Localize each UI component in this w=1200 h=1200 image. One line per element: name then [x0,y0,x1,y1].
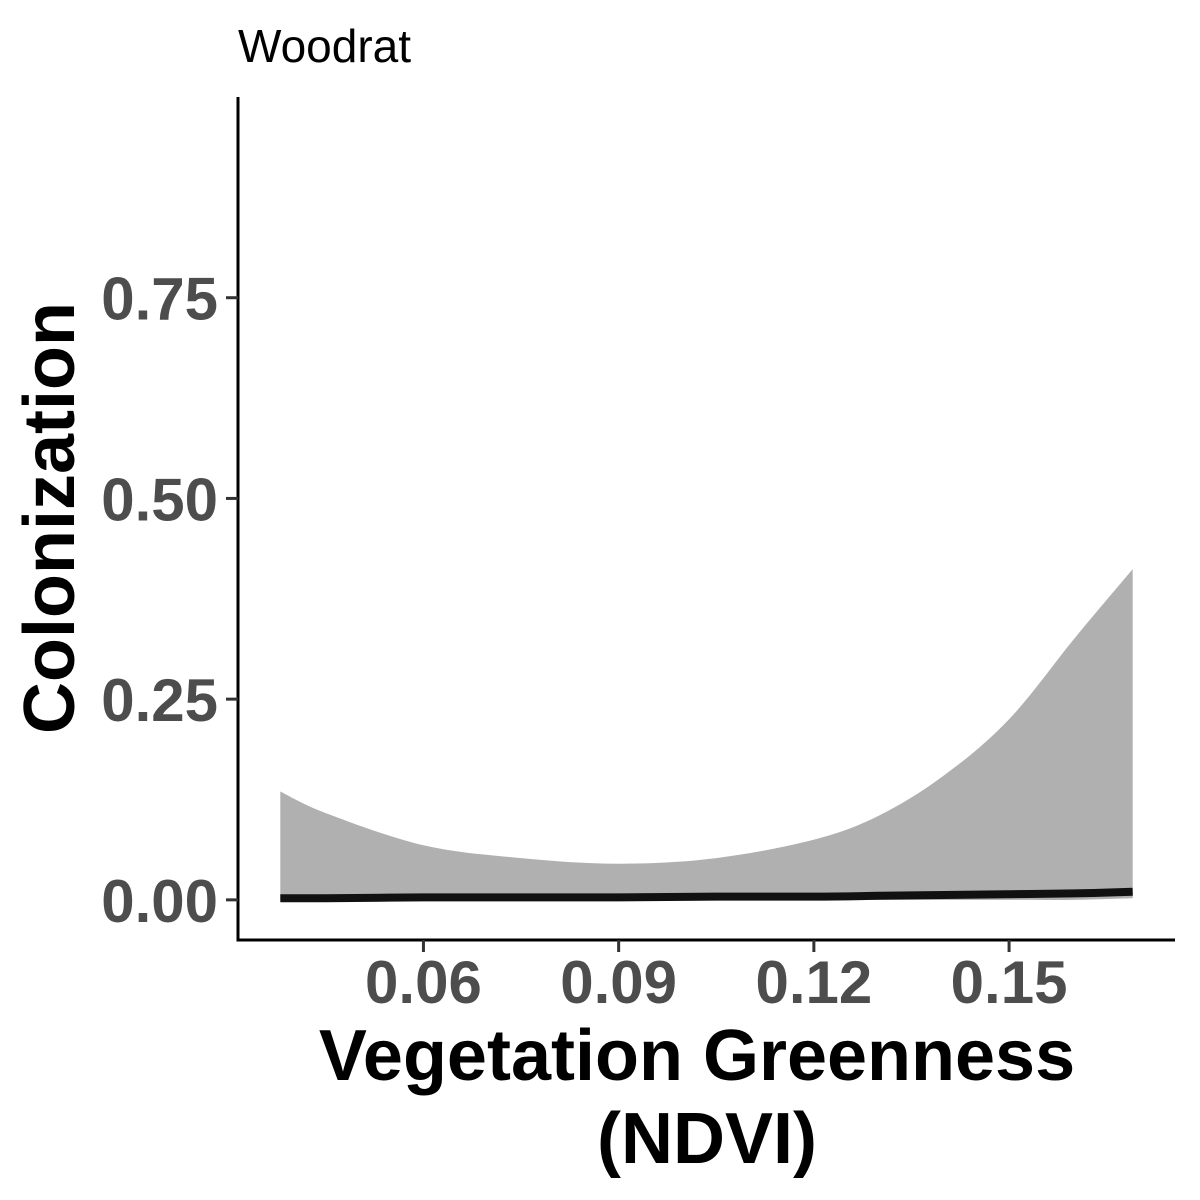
chart-title: Woodrat [238,20,411,72]
x-axis-title-line-2: (NDVI) [597,1099,817,1179]
fitted-line [280,887,1133,903]
y-tick-label: 0.50 [101,466,218,533]
x-axis-title-line-1: Vegetation Greenness [319,1016,1075,1096]
axes: 0.06 0.09 0.12 0.15 0.00 0.25 0.50 0.75 [101,97,1175,1016]
x-tick-label: 0.09 [560,949,677,1016]
y-tick-label: 0.00 [101,868,218,935]
y-axis-title: Colonization [10,302,90,734]
x-tick-label: 0.15 [951,949,1068,1016]
y-tick-label: 0.25 [101,667,218,734]
x-tick-label: 0.06 [365,949,482,1016]
x-tick-label: 0.12 [755,949,872,1016]
plot-area [280,569,1133,903]
y-tick-label: 0.75 [101,266,218,333]
confidence-ribbon [280,569,1133,900]
